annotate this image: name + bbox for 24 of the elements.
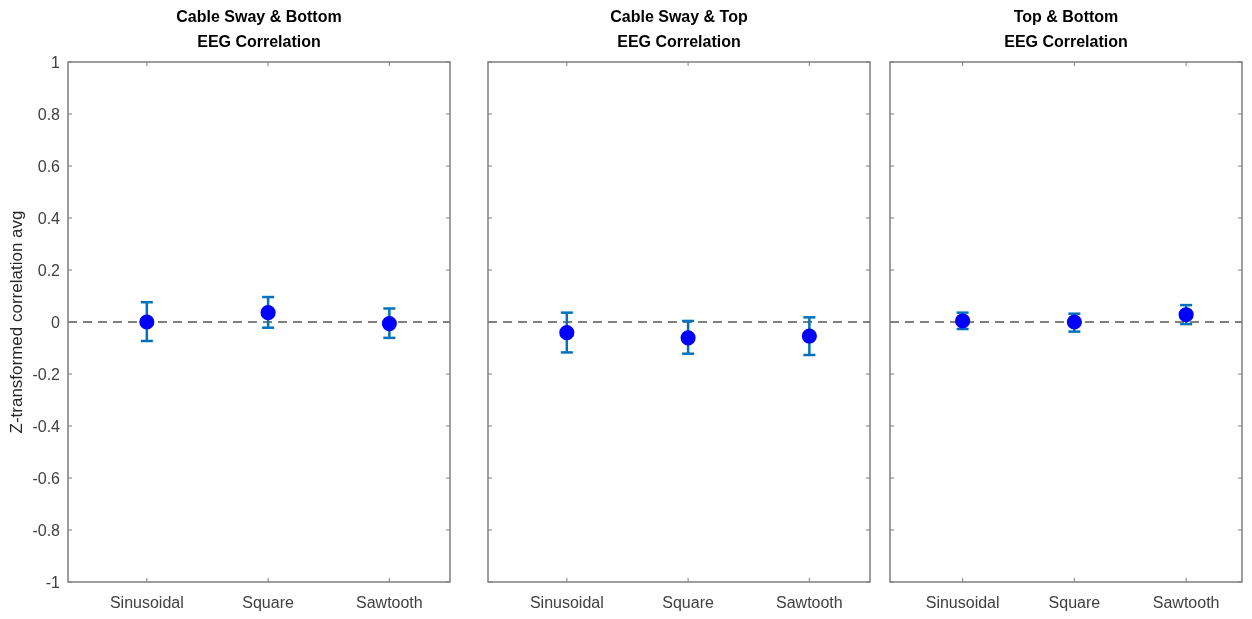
y-tick-label: -0.4 xyxy=(32,417,61,435)
x-tick-label: Sawtooth xyxy=(1152,594,1220,611)
x-tick-label: Sinusoidal xyxy=(109,594,184,611)
y-tick-label: 0.2 xyxy=(37,261,61,279)
y-axis-title: Z-transformed correlation avg xyxy=(7,210,26,434)
chart-title: Cable Sway & Top EEG Correlation xyxy=(610,8,748,50)
y-tick-label: -0.6 xyxy=(32,469,61,487)
chart-title: Cable Sway & Bottom EEG Correlation xyxy=(176,8,342,50)
x-tick-label: Square xyxy=(1048,594,1101,611)
y-tick-label: 1 xyxy=(51,53,61,71)
x-tick-label: Square xyxy=(242,594,294,611)
x-tick-label: Sawtooth xyxy=(356,594,423,611)
y-tick-label: 0.8 xyxy=(37,105,61,123)
y-tick-label: 0.4 xyxy=(37,209,61,227)
x-tick-label: Sawtooth xyxy=(776,594,843,611)
y-tick-label: -0.8 xyxy=(32,521,61,539)
y-tick-label: 0 xyxy=(51,313,61,331)
y-tick-label: 0.6 xyxy=(37,157,61,175)
x-tick-label: Sinusoidal xyxy=(925,594,1000,611)
y-tick-label: -0.2 xyxy=(32,365,61,383)
x-tick-label: Sinusoidal xyxy=(529,594,604,611)
chart-title: Top & Bottom EEG Correlation xyxy=(1004,8,1128,50)
y-tick-label: -1 xyxy=(45,573,61,591)
x-tick-label: Square xyxy=(662,594,714,611)
